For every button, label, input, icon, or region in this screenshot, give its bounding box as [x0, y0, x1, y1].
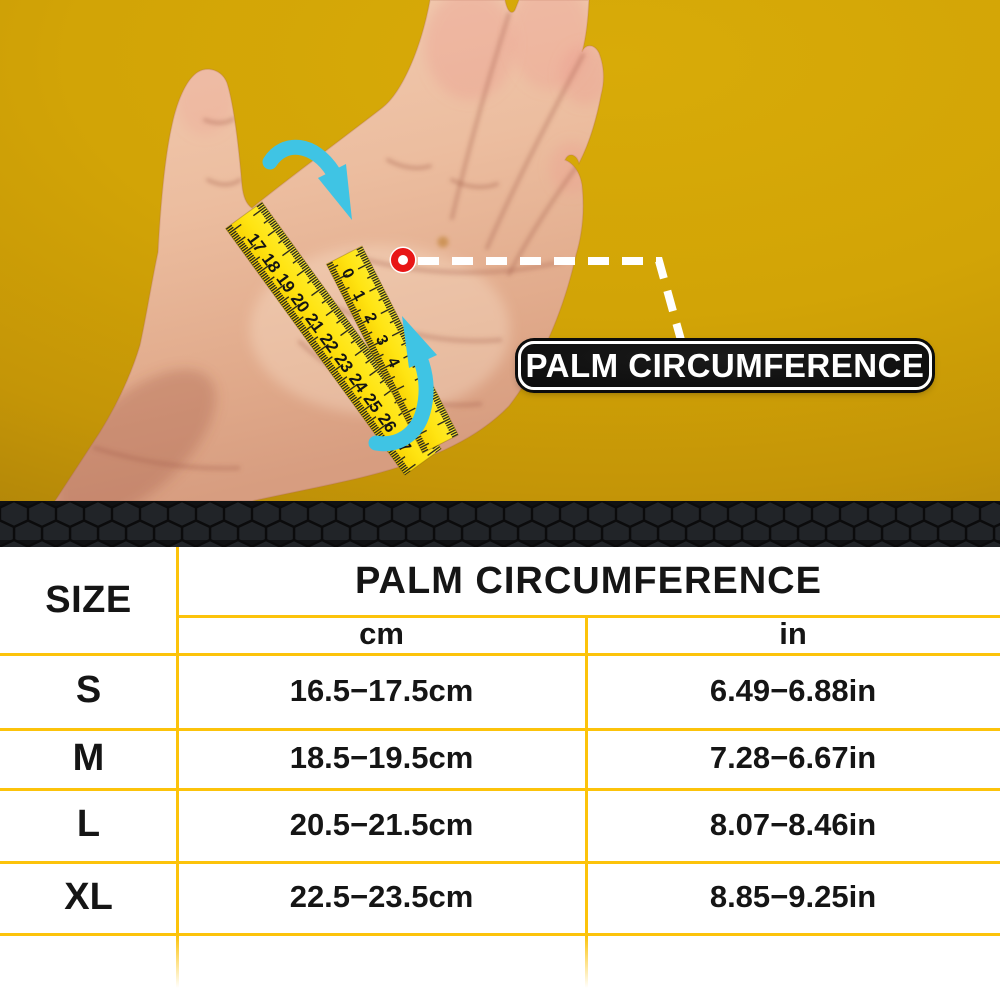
table-line [0, 653, 1000, 656]
table-line [176, 547, 179, 936]
skin-mole [437, 236, 449, 248]
hexagon-divider-strip [0, 501, 1000, 547]
m-in-value: 7.28−6.67in [709, 740, 877, 775]
measure-point-marker [389, 246, 417, 274]
table-line [177, 615, 1000, 618]
size-label-s: S [75, 669, 102, 711]
hand-illustration: 17 18 19 20 21 22 23 24 25 26 27 [53, 0, 685, 502]
cm-unit-header: cm [359, 616, 404, 651]
table-line [0, 933, 1000, 936]
xl-in-value: 8.85−9.25in [709, 879, 877, 914]
palm-circumference-header: PALM CIRCUMFERENCE [355, 559, 822, 602]
leader-dashed-line [418, 257, 685, 342]
size-label-l: L [76, 803, 101, 845]
size-label-xl: XL [64, 875, 113, 918]
s-cm-value: 16.5−17.5cm [289, 672, 474, 708]
s-in-value: 6.49−6.88in [709, 672, 877, 708]
table-line-fade [176, 936, 179, 988]
callout-label: PALM CIRCUMFERENCE [525, 346, 925, 384]
hand-photo-shape [53, 0, 605, 502]
wrap-direction-arrow-bottom [368, 316, 437, 452]
hexagon-pattern [0, 501, 1000, 547]
l-in-value: 8.07−8.46in [709, 806, 877, 842]
hand-measurement-photo: 17 18 19 20 21 22 23 24 25 26 27 [0, 0, 1000, 502]
size-label-m: M [72, 736, 105, 779]
in-unit-header: in [779, 616, 807, 651]
palm-circumference-callout: PALM CIRCUMFERENCE [518, 341, 932, 390]
table-line [0, 788, 1000, 791]
size-column-header: SIZE [45, 578, 132, 621]
size-chart-table [0, 547, 1000, 1000]
wrap-direction-arrow-top [262, 139, 352, 220]
table-line-fade [585, 936, 588, 988]
l-cm-value: 20.5−21.5cm [289, 806, 474, 842]
table-line [585, 615, 588, 936]
m-cm-value: 18.5−19.5cm [289, 740, 474, 775]
xl-cm-value: 22.5−23.5cm [289, 879, 474, 914]
table-line [0, 861, 1000, 864]
table-line [0, 728, 1000, 731]
